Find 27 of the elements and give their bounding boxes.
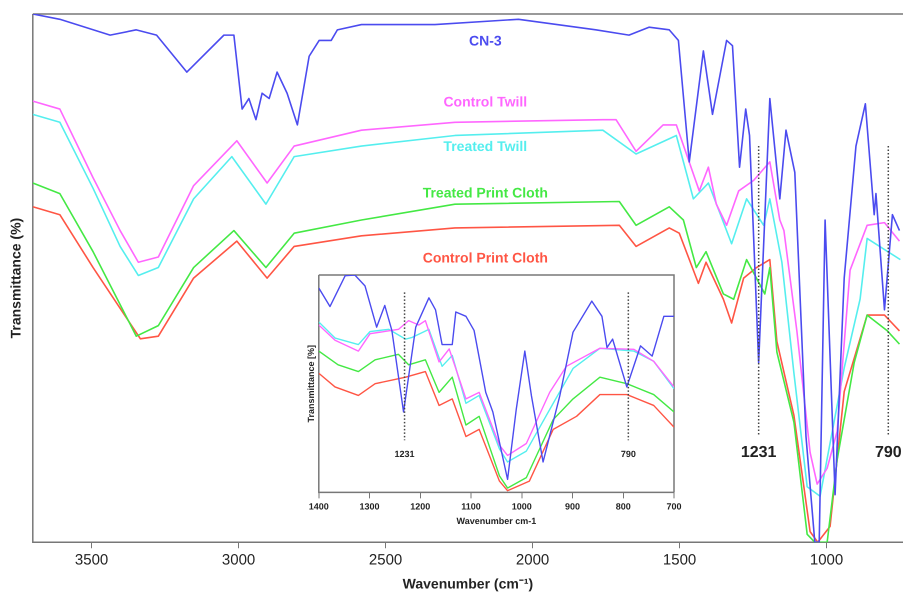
ref-line-label: 790 [620,449,636,460]
x-axis-title: Wavenumber (cm⁻¹) [402,575,534,592]
x-tick-label: 1000 [512,501,532,512]
series-label: Treated Print Cloth [422,184,548,200]
series-label: Treated Twill [443,138,528,154]
x-tick-label: 800 [616,501,631,512]
x-tick-label: 2000 [516,551,550,568]
x-tick-label: 1100 [461,501,481,512]
series-label: Control Print Cloth [422,249,548,266]
x-tick-label: 1400 [308,501,329,512]
x-tick-label: 700 [666,501,682,512]
ref-line-label: 790 [874,444,902,461]
x-tick-label: 1200 [410,501,430,512]
ref-line-label: 1231 [394,449,415,460]
x-tick-label: 900 [565,501,580,512]
x-tick-label: 1000 [810,551,844,568]
x-axis-title: Wavenumber cm-1 [456,516,536,526]
x-tick-label: 2500 [368,551,402,568]
series-label: CN-3 [468,32,502,48]
y-axis-title: Transmittance [%] [306,344,316,422]
x-tick-label: 1300 [360,501,380,512]
x-tick-label: 3000 [222,551,256,568]
series-label: Control Twill [443,94,528,110]
y-axis-title: Transmittance (%) [7,218,24,338]
ref-line-label: 1231 [740,444,777,461]
x-tick-label: 1500 [662,551,696,568]
x-tick-label: 3500 [74,551,108,568]
